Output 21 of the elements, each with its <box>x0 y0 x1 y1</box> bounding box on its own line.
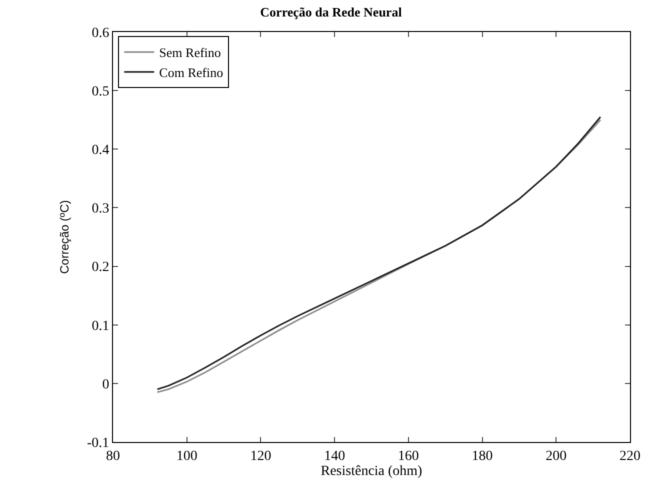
x-tick-label: 220 <box>620 448 640 464</box>
legend-label: Sem Refino <box>159 45 221 60</box>
y-axis-title: Correção (ºC) <box>57 200 72 274</box>
x-tick-label: 80 <box>106 448 120 464</box>
y-tick-label: 0.2 <box>92 260 110 276</box>
y-tick-label: 0.1 <box>92 318 110 334</box>
y-tick-label: 0.4 <box>92 143 110 158</box>
y-tick-label: -0.1 <box>87 436 110 451</box>
chart-title: Correção da Rede Neural <box>260 4 402 20</box>
x-tick-label: 200 <box>546 448 567 464</box>
x-tick-label: 120 <box>250 448 272 464</box>
y-tick-label: 0 <box>102 377 110 392</box>
legend-label: Com Refino <box>159 65 224 80</box>
x-tick-label: 140 <box>324 448 346 464</box>
y-tick-label: 0.3 <box>92 202 110 217</box>
x-tick-label: 160 <box>398 448 419 464</box>
x-axis-title: Resistência (ohm) <box>320 464 423 480</box>
y-tick-label: 0.5 <box>92 84 110 100</box>
x-tick-label: 180 <box>472 448 493 464</box>
y-tick-label: 0.6 <box>92 26 110 41</box>
x-tick-label: 100 <box>176 448 198 464</box>
